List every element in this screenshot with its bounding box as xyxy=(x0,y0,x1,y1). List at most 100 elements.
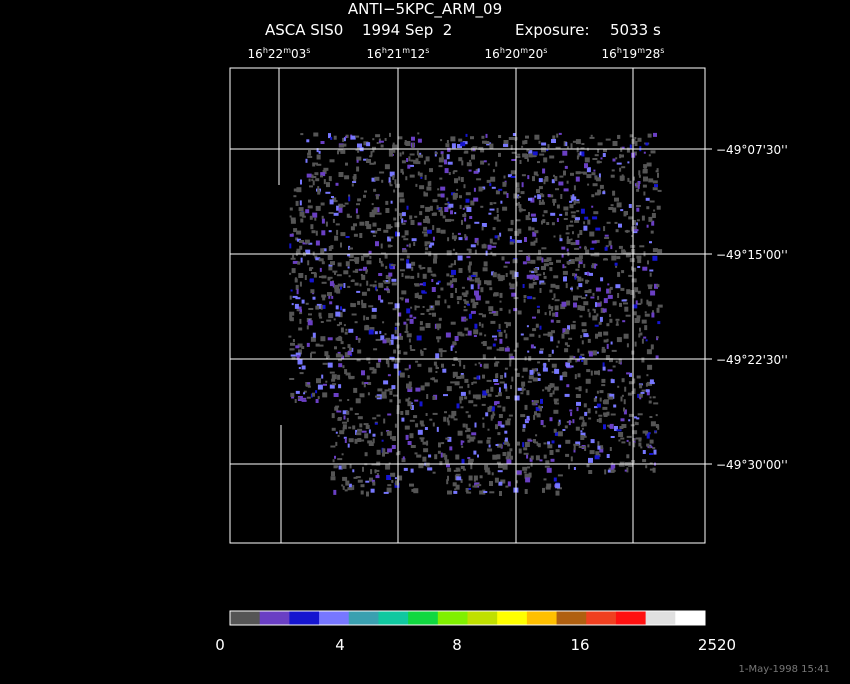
pixel xyxy=(492,227,496,231)
pixel xyxy=(649,439,654,444)
pixel xyxy=(501,256,505,261)
pixel xyxy=(652,310,654,314)
pixel xyxy=(477,440,483,444)
pixel xyxy=(608,467,611,471)
pixel xyxy=(292,254,295,259)
pixel xyxy=(328,265,333,271)
pixel xyxy=(506,193,509,198)
pixel xyxy=(301,215,306,218)
pixel xyxy=(384,281,390,284)
pixel xyxy=(428,367,433,373)
pixel xyxy=(505,322,508,328)
pixel xyxy=(537,443,541,448)
pixel xyxy=(463,299,467,302)
pixel xyxy=(293,228,298,233)
pixel xyxy=(496,348,501,351)
pixel xyxy=(424,215,429,221)
pixel xyxy=(290,392,295,397)
pixel xyxy=(383,229,389,233)
pixel xyxy=(377,388,383,392)
pixel xyxy=(483,491,488,493)
pixel xyxy=(458,138,463,142)
pixel xyxy=(427,181,430,187)
pixel xyxy=(446,282,452,286)
pixel xyxy=(464,378,469,383)
pixel xyxy=(549,392,553,397)
pixel xyxy=(390,200,393,204)
pixel xyxy=(585,249,590,254)
pixel xyxy=(406,158,409,162)
pixel xyxy=(499,232,502,237)
pixel xyxy=(608,396,614,400)
ra-label-part: s xyxy=(306,46,310,55)
pixel xyxy=(414,284,420,287)
pixel xyxy=(497,405,502,408)
pixel xyxy=(329,159,335,163)
pixel xyxy=(411,238,417,242)
pixel xyxy=(546,222,550,225)
pixel xyxy=(387,363,390,368)
pixel xyxy=(320,141,325,144)
pixel xyxy=(454,351,457,354)
pixel xyxy=(419,437,425,440)
pixel xyxy=(649,379,654,384)
pixel xyxy=(579,416,584,420)
pixel xyxy=(576,443,580,446)
pixel xyxy=(624,211,628,215)
pixel xyxy=(408,156,411,162)
pixel xyxy=(380,299,384,303)
pixel xyxy=(589,272,593,276)
pixel xyxy=(570,172,574,176)
pixel xyxy=(621,166,626,169)
pixel xyxy=(468,269,471,273)
pixel xyxy=(511,274,516,280)
pixel xyxy=(337,150,339,155)
pixel xyxy=(609,358,613,363)
pixel xyxy=(349,259,355,262)
pixel xyxy=(386,475,392,480)
pixel xyxy=(641,357,645,363)
pixel xyxy=(541,194,545,198)
pixel xyxy=(575,394,581,398)
pixel xyxy=(297,359,303,365)
pixel xyxy=(462,423,466,428)
pixel xyxy=(441,363,444,368)
pixel xyxy=(317,384,323,390)
pixel xyxy=(375,286,378,291)
pixel xyxy=(348,254,354,258)
pixel xyxy=(374,331,378,335)
pixel xyxy=(599,447,604,453)
pixel xyxy=(543,259,549,263)
pixel xyxy=(443,394,448,397)
pixel xyxy=(632,267,637,272)
pixel xyxy=(459,396,464,401)
pixel xyxy=(383,418,386,424)
pixel xyxy=(470,310,476,314)
pixel xyxy=(583,333,589,338)
pixel xyxy=(515,202,519,206)
pixel xyxy=(551,371,554,374)
pixel xyxy=(302,397,307,400)
pixel xyxy=(522,261,527,265)
pixel xyxy=(446,479,449,485)
pixel xyxy=(532,151,538,156)
pixel xyxy=(446,154,450,160)
pixel xyxy=(618,439,621,442)
pixel xyxy=(511,292,517,297)
pixel xyxy=(616,429,622,432)
pixel xyxy=(637,266,641,268)
pixel xyxy=(575,239,580,245)
pixel xyxy=(643,336,647,339)
pixel xyxy=(411,136,415,141)
pixel xyxy=(371,371,377,374)
pixel xyxy=(394,327,397,330)
pixel xyxy=(629,134,633,138)
pixel xyxy=(361,299,364,305)
pixel xyxy=(638,170,641,176)
pixel xyxy=(654,184,658,188)
pixel xyxy=(506,441,509,445)
pixel xyxy=(386,430,392,436)
pixel xyxy=(592,216,598,220)
pixel xyxy=(578,255,583,260)
pixel xyxy=(530,344,534,349)
